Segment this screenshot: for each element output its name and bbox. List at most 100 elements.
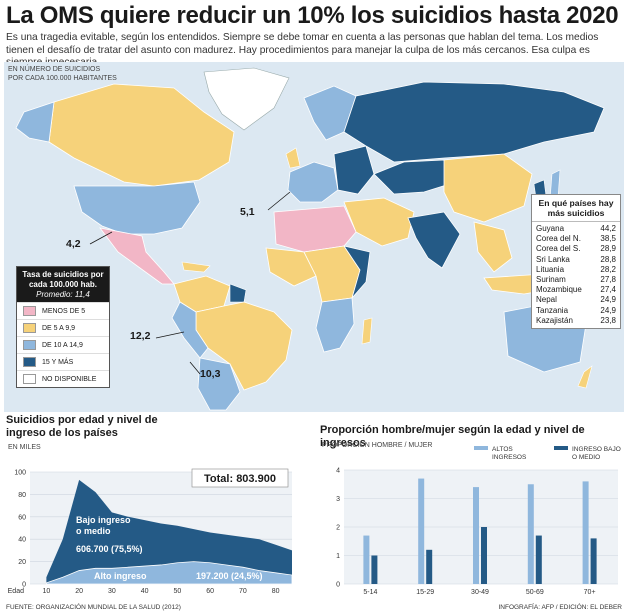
legend-average: Promedio: 11,4 [17, 290, 109, 302]
bar-low-middle-income [426, 549, 433, 584]
top-country-name: Tanzania [536, 305, 569, 315]
legend-title: Tasa de suicidios por cada 100.000 hab. [17, 267, 109, 290]
bar-legend-label: ALTOS [492, 446, 513, 453]
area-xtick-label: 40 [141, 588, 149, 595]
area-ytick-label: 20 [18, 559, 26, 566]
area-xtick-label: 70 [239, 588, 247, 595]
top-country-rate: 28,9 [600, 244, 616, 254]
legend-label: 15 Y MÁS [42, 358, 74, 366]
area-series-value: 606.700 (75,5%) [76, 544, 143, 554]
map-region-western-europe [287, 161, 339, 203]
map-region-southeast-asia [473, 221, 513, 273]
area-ytick-label: 100 [14, 470, 26, 477]
bar-category-label: 50-69 [526, 589, 544, 596]
area-ytick-label: 0 [22, 582, 26, 589]
top-country-rate: 28,2 [600, 264, 616, 274]
top-country-name: Nepal [536, 295, 557, 305]
top-countries-title: En qué países hay más suicidios [532, 195, 620, 222]
top-country-row: Corea del S. 28,9 [532, 244, 620, 254]
area-series-label: o medio [76, 526, 111, 536]
map-region-argentina-chile [197, 357, 241, 411]
legend-label: NO DISPONIBLE [42, 375, 97, 383]
map-region-uk [285, 147, 301, 169]
map-region-mexico [99, 227, 175, 285]
map-legend: Tasa de suicidios por cada 100.000 hab. … [16, 266, 110, 388]
map-region-southern-africa [315, 297, 355, 353]
top-country-name: Kazajistán [536, 315, 573, 325]
area-xtick-label: 10 [42, 588, 50, 595]
top-country-rate: 24,9 [600, 295, 616, 305]
area-chart: 0 20 40 60 80 100 10 20 30 40 50 60 70 80 Edad Bajo ing… [8, 468, 293, 595]
bar-legend-label: INGRESO BAJO [572, 446, 621, 453]
map-region-west-africa [265, 247, 317, 287]
footer-source: FUENTE: ORGANIZACIÓN MUNDIAL DE LA SALUD… [6, 604, 181, 611]
top-country-rate: 38,5 [600, 234, 616, 244]
callout-usa: 4,2 [66, 238, 81, 250]
map-region-caribbean [181, 261, 211, 273]
bar-ytick-label: 3 [336, 496, 340, 503]
top-country-name: Guyana [536, 224, 565, 233]
top-country-name: Mozambique [536, 285, 582, 295]
bar-chart-title: Proporción hombre/mujer según la edad y … [320, 424, 585, 449]
top-country-row: Sri Lanka 28,8 [532, 255, 620, 265]
bar-high-income [527, 484, 534, 584]
map-region-new-zealand [577, 365, 593, 389]
area-xtick-label: 30 [108, 588, 116, 595]
bar-chart-ylabel: PROPORCIÓN HOMBRE / MUJER [322, 442, 433, 449]
area-series-label: Bajo ingreso [76, 515, 131, 525]
legend-swatch [23, 306, 36, 316]
map-region-peru-bolivia [171, 301, 209, 359]
total-label: Total: 803.900 [204, 473, 276, 485]
bar-high-income [363, 535, 370, 584]
bar-high-income [582, 481, 589, 584]
map-region-china [443, 153, 533, 223]
legend-item: 15 Y MÁS [17, 353, 109, 370]
top-country-row: Mozambique 27,4 [532, 285, 620, 295]
total-box [191, 468, 289, 488]
area-ytick-label: 60 [18, 514, 26, 521]
area-chart-title: Suicidios por edad y nivel de ingreso de… [6, 414, 158, 439]
map-region-eastern-europe [333, 145, 375, 195]
bar-category-label: 15-29 [416, 589, 434, 596]
bar-low-middle-income [371, 555, 378, 584]
callout-south-america: 12,2 [130, 330, 151, 342]
bar-legend-swatch [554, 446, 568, 450]
legend-label: MENOS DE 5 [42, 307, 86, 315]
top-country-rate: 28,8 [600, 254, 616, 264]
area-ytick-label: 80 [18, 492, 26, 499]
area-series-high-income [45, 561, 293, 585]
map-region-canada [48, 83, 235, 187]
bar-category-label: 30-49 [471, 589, 489, 596]
area-chart-ylabel: EN MILES [8, 444, 41, 451]
top-country-row: Kazajistán 23,8 [532, 316, 620, 326]
map-region-east-africa [343, 245, 371, 299]
bar-category-label: 70+ [584, 589, 596, 596]
top-country-name: Corea del S. [536, 244, 581, 254]
bar-low-middle-income [535, 535, 542, 584]
legend-swatch [23, 323, 36, 333]
bar-legend-swatch [474, 446, 488, 450]
legend-swatch [23, 357, 36, 367]
bar-high-income [418, 478, 425, 584]
area-xtick-label: 80 [272, 588, 280, 595]
map-region-madagascar [361, 317, 373, 345]
map-region-middle-east [343, 197, 415, 247]
area-series-label: Alto ingreso [94, 571, 147, 581]
top-country-name: Sri Lanka [536, 254, 570, 264]
bar-ytick-label: 0 [336, 582, 340, 589]
bar-high-income [473, 487, 479, 584]
bar-ytick-label: 4 [336, 468, 340, 475]
area-xtick-label: 20 [75, 588, 83, 595]
legend-item: NO DISPONIBLE [17, 370, 109, 387]
world-map [4, 62, 624, 412]
area-xtick-label: 60 [206, 588, 214, 595]
area-xtick-label: 50 [173, 588, 181, 595]
area-series-low-income [46, 479, 292, 584]
bar-low-middle-income [590, 538, 597, 584]
map-region-india [407, 211, 461, 269]
world-map-svg [15, 67, 605, 411]
map-region-russia [343, 81, 605, 163]
legend-item: DE 10 A 14,9 [17, 336, 109, 353]
legend-swatch [23, 374, 36, 384]
